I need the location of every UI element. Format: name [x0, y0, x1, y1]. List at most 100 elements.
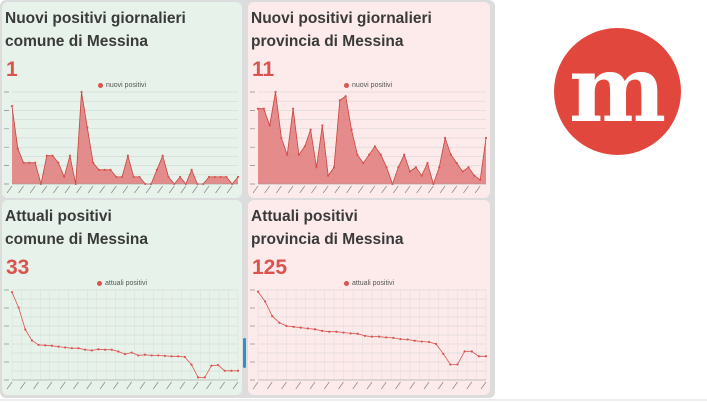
data-point[interactable] — [477, 355, 480, 358]
data-point[interactable] — [435, 342, 438, 346]
data-point[interactable] — [177, 355, 180, 358]
data-point[interactable] — [137, 354, 140, 357]
data-point[interactable] — [10, 105, 14, 108]
data-point[interactable] — [356, 153, 359, 156]
data-point[interactable] — [110, 348, 113, 351]
data-point[interactable] — [449, 153, 453, 156]
data-point[interactable] — [213, 175, 216, 179]
data-point[interactable] — [24, 328, 27, 331]
data-point[interactable] — [161, 154, 164, 157]
data-point[interactable] — [130, 351, 133, 354]
data-point[interactable] — [332, 166, 336, 169]
data-point[interactable] — [278, 321, 281, 324]
data-point[interactable] — [455, 161, 458, 165]
data-point[interactable] — [223, 369, 226, 372]
data-point[interactable] — [264, 300, 267, 303]
data-point[interactable] — [92, 161, 95, 164]
chart-attuali-comune[interactable] — [2, 286, 242, 394]
chart-legend[interactable]: nuovi positivi — [344, 82, 392, 89]
data-point[interactable] — [367, 153, 371, 156]
data-point[interactable] — [385, 336, 388, 339]
data-point[interactable] — [442, 352, 445, 355]
data-point[interactable] — [103, 348, 107, 351]
data-point[interactable] — [328, 330, 331, 333]
data-point[interactable] — [17, 306, 20, 309]
data-point[interactable] — [299, 326, 302, 329]
data-point[interactable] — [115, 175, 118, 179]
data-point[interactable] — [313, 328, 317, 331]
data-point[interactable] — [103, 168, 106, 171]
data-point[interactable] — [426, 161, 429, 165]
data-point[interactable] — [461, 170, 464, 173]
data-point[interactable] — [50, 344, 53, 347]
data-point[interactable] — [356, 332, 359, 335]
data-point[interactable] — [414, 166, 417, 169]
data-point[interactable] — [170, 355, 173, 358]
data-point[interactable] — [117, 350, 120, 353]
data-point[interactable] — [385, 166, 388, 169]
data-point[interactable] — [286, 153, 289, 156]
data-point[interactable] — [427, 340, 431, 344]
scrollbar-thumb[interactable] — [243, 338, 246, 368]
data-point[interactable] — [86, 126, 89, 129]
data-point[interactable] — [268, 124, 271, 127]
data-point[interactable] — [34, 161, 37, 164]
data-point[interactable] — [90, 349, 93, 352]
data-point[interactable] — [84, 348, 87, 351]
data-point[interactable] — [349, 332, 352, 335]
data-point[interactable] — [306, 327, 309, 330]
data-point[interactable] — [403, 153, 406, 156]
data-point[interactable] — [399, 337, 402, 341]
data-point[interactable] — [449, 363, 452, 366]
data-point[interactable] — [183, 355, 186, 359]
data-point[interactable] — [315, 166, 318, 169]
data-point[interactable] — [236, 369, 240, 372]
data-point[interactable] — [138, 175, 141, 179]
data-point[interactable] — [44, 344, 47, 347]
data-point[interactable] — [408, 170, 412, 173]
data-point[interactable] — [190, 168, 193, 171]
data-point[interactable] — [285, 324, 288, 328]
data-point[interactable] — [150, 354, 153, 357]
data-point[interactable] — [392, 336, 395, 339]
data-point[interactable] — [121, 175, 124, 179]
data-point[interactable] — [484, 355, 488, 358]
data-point[interactable] — [338, 99, 341, 102]
data-point[interactable] — [370, 335, 374, 338]
data-point[interactable] — [70, 347, 73, 350]
data-point[interactable] — [406, 338, 409, 341]
data-point[interactable] — [57, 161, 60, 164]
data-point[interactable] — [178, 175, 182, 179]
data-point[interactable] — [271, 315, 274, 318]
data-point[interactable] — [97, 348, 100, 351]
chart-nuovi-comune[interactable] — [2, 88, 242, 198]
data-point[interactable] — [163, 354, 166, 357]
data-point[interactable] — [479, 178, 482, 181]
chart-legend[interactable]: nuovi positivi — [98, 82, 146, 89]
data-point[interactable] — [207, 175, 211, 179]
data-point[interactable] — [203, 376, 206, 379]
data-point[interactable] — [10, 291, 14, 294]
data-point[interactable] — [362, 161, 365, 165]
data-point[interactable] — [456, 363, 459, 366]
data-point[interactable] — [236, 175, 240, 179]
data-point[interactable] — [473, 174, 476, 177]
data-point[interactable] — [167, 175, 170, 179]
data-point[interactable] — [303, 145, 306, 148]
data-point[interactable] — [230, 369, 233, 372]
data-point[interactable] — [123, 352, 127, 356]
data-point[interactable] — [132, 175, 135, 179]
data-point[interactable] — [262, 107, 265, 110]
data-point[interactable] — [225, 175, 228, 179]
data-point[interactable] — [64, 346, 67, 349]
data-point[interactable] — [109, 168, 112, 171]
data-point[interactable] — [350, 128, 353, 131]
data-point[interactable] — [57, 345, 60, 348]
chart-legend[interactable]: attuali positivi — [97, 280, 147, 287]
data-point[interactable] — [280, 136, 283, 140]
data-point[interactable] — [292, 325, 295, 328]
data-point[interactable] — [210, 364, 213, 367]
data-point[interactable] — [30, 339, 34, 342]
data-point[interactable] — [16, 147, 19, 150]
data-point[interactable] — [321, 329, 324, 333]
